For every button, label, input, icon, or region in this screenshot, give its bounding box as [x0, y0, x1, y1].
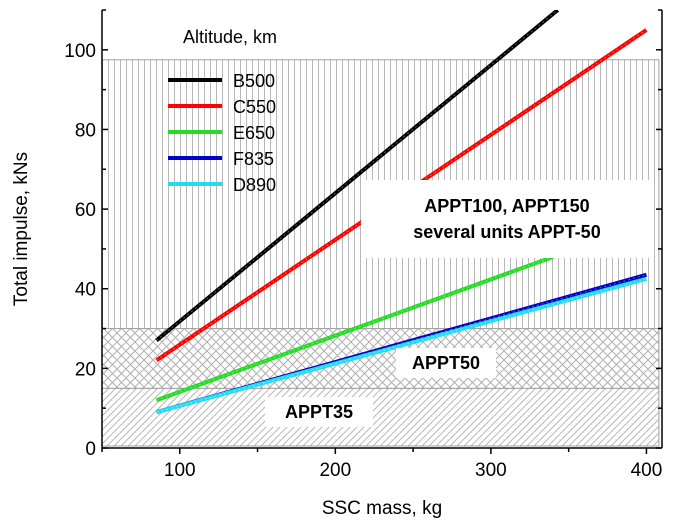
legend: Altitude, km B500 C550 E650 F835 D890 [168, 27, 277, 195]
region-label: several units APPT-50 [413, 222, 600, 242]
x-tick-label: 300 [475, 460, 507, 481]
y-tick-label: 20 [75, 359, 96, 380]
x-tick-label: 100 [164, 460, 196, 481]
series-line-D890 [155, 276, 647, 415]
y-tick-label: 100 [64, 41, 96, 62]
legend-label-B500: B500 [233, 71, 275, 91]
y-tick-label: 0 [85, 439, 96, 460]
region-diagonal-hatch [101, 387, 660, 447]
region-label-box [361, 180, 653, 258]
region-label: APPT35 [285, 402, 353, 422]
legend-title: Altitude, km [183, 27, 277, 47]
y-axis-title: Total impulse, kNs [11, 152, 32, 306]
series-line-B500 [155, 10, 560, 343]
legend-label-D890: D890 [233, 175, 276, 195]
region-cross-hatch [101, 328, 660, 389]
y-tick-label: 60 [75, 200, 96, 221]
legend-label-F835: F835 [233, 149, 274, 169]
region-label: APPT50 [412, 353, 480, 373]
region-label: APPT100, APPT150 [424, 196, 589, 216]
region-labels: APPT35 APPT50 APPT100, APPT150 several unit… [265, 180, 653, 427]
y-tick-label: 40 [75, 280, 96, 301]
y-tick-label: 80 [75, 120, 96, 141]
x-tick-label: 400 [631, 460, 663, 481]
legend-label-C550: C550 [233, 97, 276, 117]
series-line-E650 [155, 254, 554, 403]
legend-label-E650: E650 [233, 123, 275, 143]
region-label-box [396, 348, 496, 378]
series-line-texture [156, 10, 559, 341]
series-line-texture [156, 256, 554, 401]
x-axis-title: SSC mass, kg [322, 498, 442, 519]
region-label-box [265, 397, 373, 427]
axes: 0 20 40 60 80 100 100 200 300 400 [64, 9, 663, 481]
x-tick-label: 200 [319, 460, 351, 481]
